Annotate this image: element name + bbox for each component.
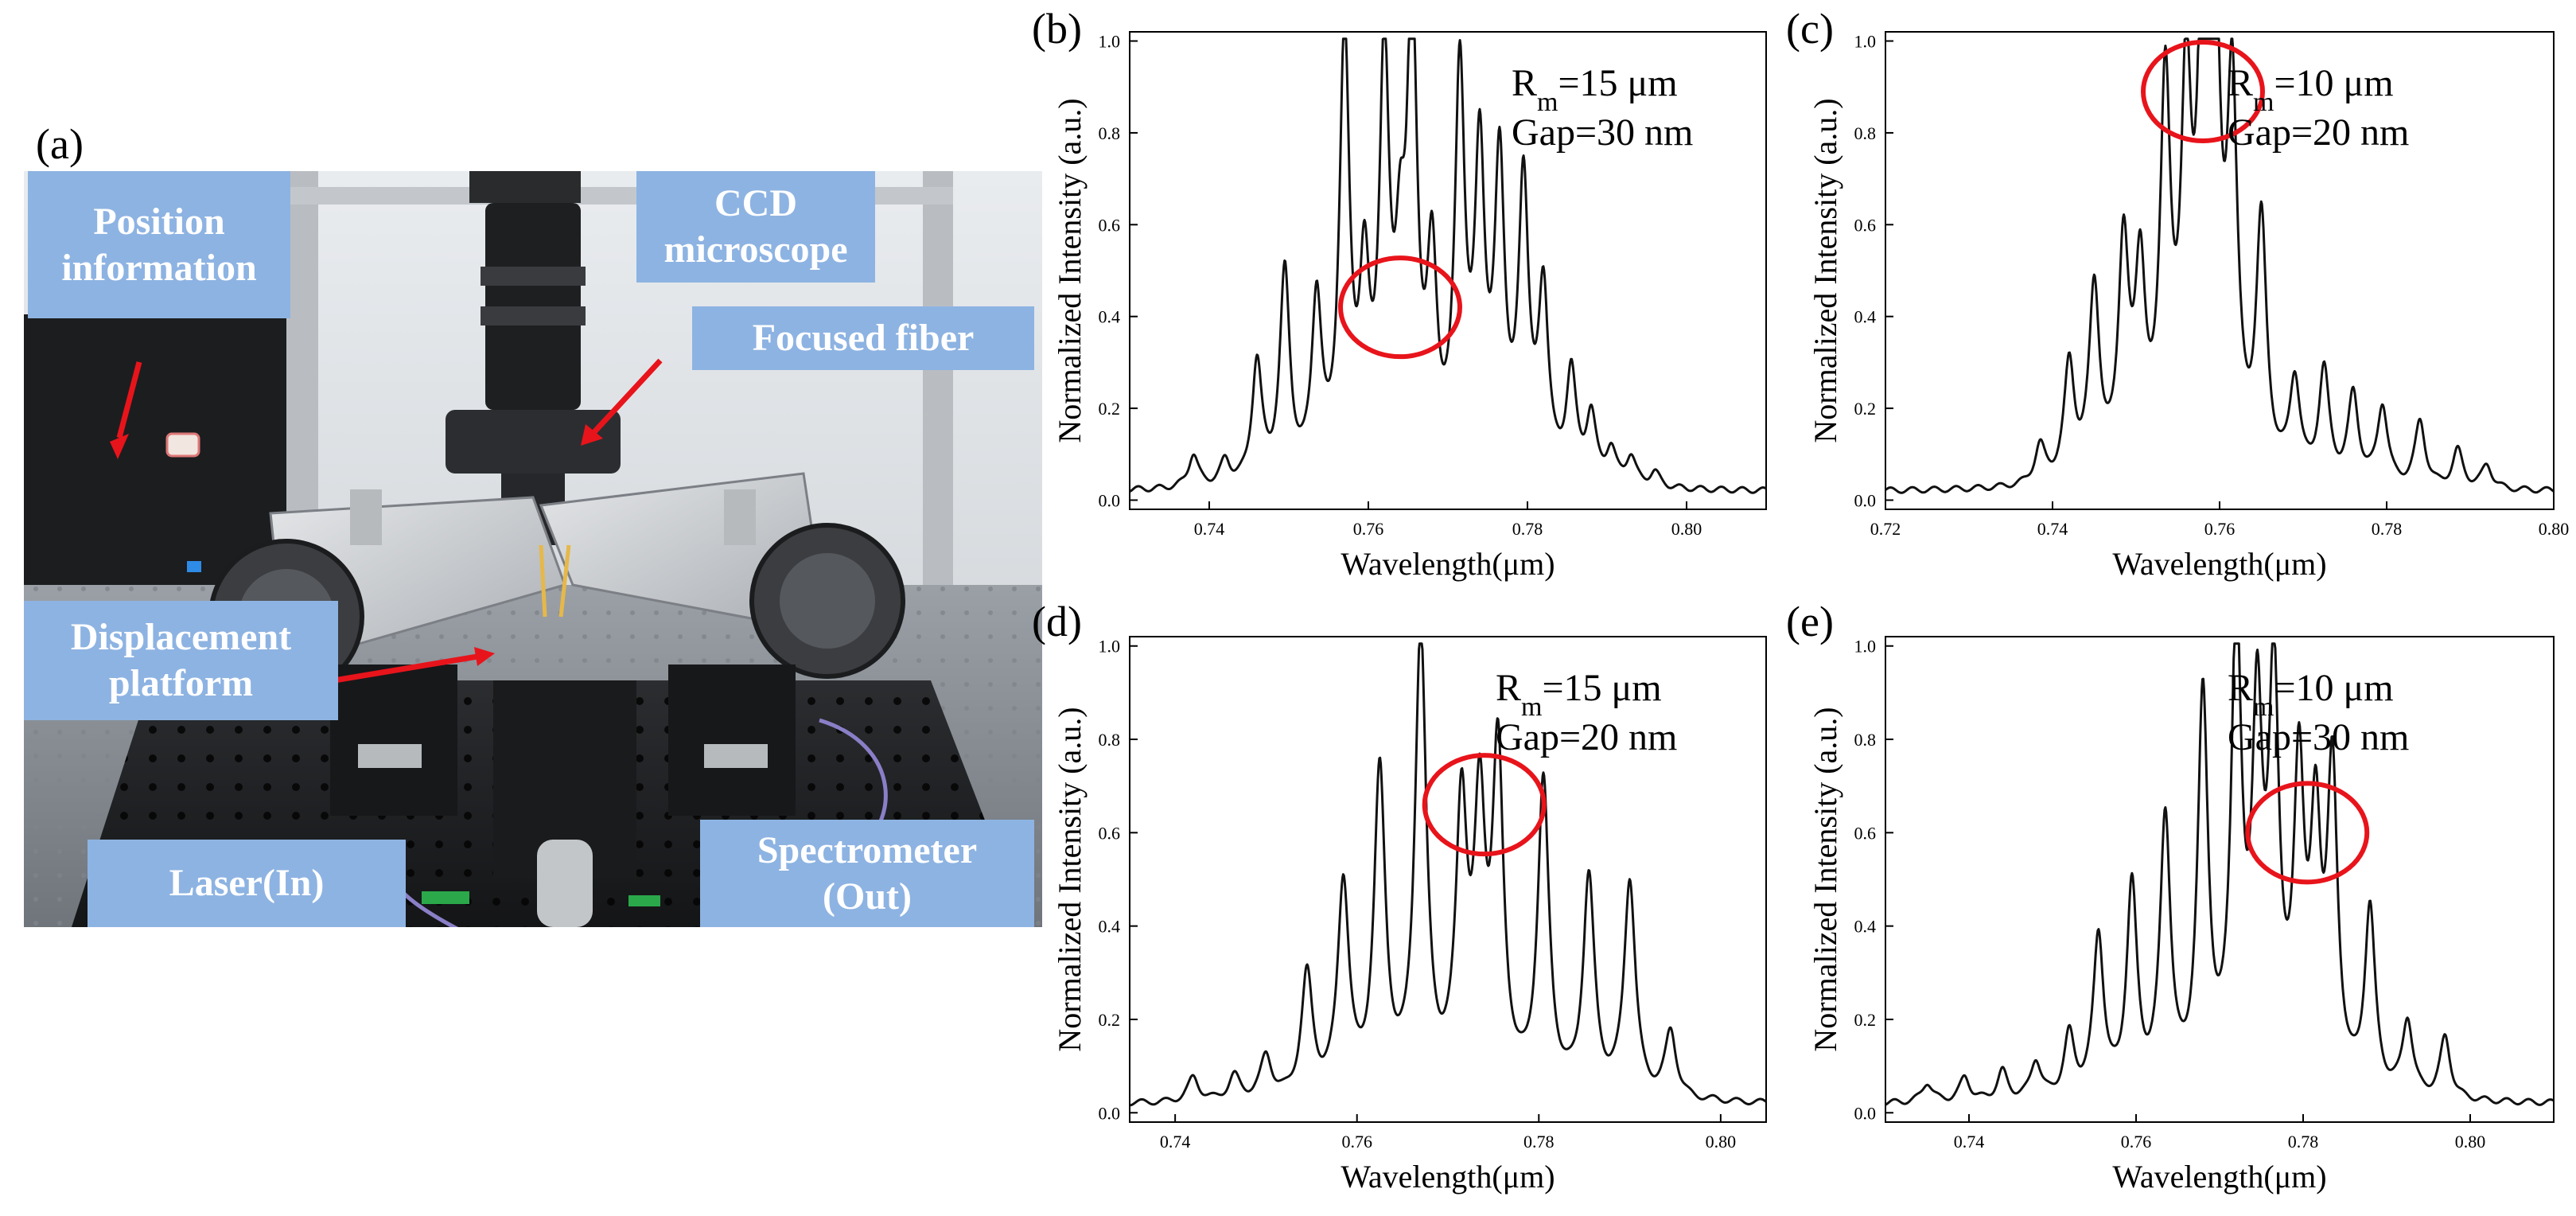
highlight-circle xyxy=(1422,753,1547,857)
y-tick-label: 0.6 xyxy=(1099,823,1121,843)
x-tick-label: 0.74 xyxy=(1954,1132,1985,1152)
x-tick-label: 0.78 xyxy=(2288,1132,2319,1152)
y-axis-label: Normalized Intensity (a.u.) xyxy=(1807,98,1843,442)
y-tick-label: 0.4 xyxy=(1854,307,1877,327)
y-tick-label: 0.4 xyxy=(1099,917,1121,937)
y-tick-label: 0.8 xyxy=(1099,123,1121,143)
y-tick-label: 0.2 xyxy=(1854,399,1877,419)
y-tick-label: 0.2 xyxy=(1099,1010,1121,1030)
y-tick-label: 1.0 xyxy=(1099,32,1121,52)
callout-laser-in: Laser(In) xyxy=(88,840,406,927)
callout-spectrometer-out: Spectrometer (Out) xyxy=(700,820,1034,927)
ring-radius-label: Rm=15 μm xyxy=(1512,62,1678,117)
x-axis-label: Wavelength(μm) xyxy=(2112,1159,2326,1195)
chart-c-svg: 0.0 0.2 0.4 0.6 0.8 1.0 0.72 0.74 0.76 0.78 0.80 Wa… xyxy=(1807,31,2570,582)
x-tick-label: 0.80 xyxy=(2539,519,2570,539)
pointer-arrows xyxy=(110,358,663,684)
x-axis-label: Wavelength(μm) xyxy=(1341,1159,1555,1195)
callout-displacement-platform: Displacement platform xyxy=(24,601,338,720)
callout-focused-fiber: Focused fiber xyxy=(692,306,1034,370)
gap-label: Gap=20 nm xyxy=(2228,111,2409,154)
plot-frame xyxy=(1129,31,1767,510)
y-axis-label: Normalized Intensity (a.u.) xyxy=(1052,707,1088,1051)
chart-e-svg: 0.0 0.2 0.4 0.6 0.8 1.0 0.74 0.76 0.78 0.80 Wavele… xyxy=(1807,636,2555,1195)
highlight-circle xyxy=(1338,255,1462,360)
gap-label: Gap=30 nm xyxy=(1512,111,1693,154)
chart-b: 0.0 0.2 0.4 0.6 0.8 1.0 0.74 0.76 0.78 0.80 Wavele… xyxy=(1034,0,1782,605)
x-tick-label: 0.78 xyxy=(1523,1132,1555,1152)
x-tick-label: 0.74 xyxy=(1194,519,1225,539)
x-tick-label: 0.76 xyxy=(2121,1132,2152,1152)
x-tick-label: 0.78 xyxy=(1512,519,1543,539)
spectrum-line xyxy=(1885,642,2555,1106)
spectrum-line xyxy=(1129,642,1767,1107)
plot-frame xyxy=(1885,636,2555,1123)
y-tick-label: 1.0 xyxy=(1099,637,1121,657)
y-axis-label: Normalized Intensity (a.u.) xyxy=(1807,707,1843,1051)
gap-label: Gap=30 nm xyxy=(2228,716,2409,758)
chart-b-svg: 0.0 0.2 0.4 0.6 0.8 1.0 0.74 0.76 0.78 0.80 Wavele… xyxy=(1052,31,1767,582)
y-axis-label: Normalized Intensity (a.u.) xyxy=(1052,98,1088,442)
y-tick-label: 0.0 xyxy=(1854,490,1877,510)
x-tick-label: 0.78 xyxy=(2372,519,2403,539)
ring-radius-label: Rm=15 μm xyxy=(1496,667,1662,722)
ring-radius-label: Rm=10 μm xyxy=(2228,62,2394,117)
spectrum-line xyxy=(1129,37,1767,494)
panel-c-letter: (c) xyxy=(1786,5,1834,53)
y-tick-label: 0.4 xyxy=(1854,917,1877,937)
x-tick-label: 0.80 xyxy=(1671,519,1702,539)
y-tick-label: 1.0 xyxy=(1854,637,1877,657)
x-tick-label: 0.74 xyxy=(2037,519,2068,539)
x-tick-label: 0.76 xyxy=(1341,1132,1372,1152)
panel-d-letter: (d) xyxy=(1032,598,1082,645)
x-tick-label: 0.80 xyxy=(1706,1132,1737,1152)
x-tick-label: 0.72 xyxy=(1870,519,1901,539)
y-tick-label: 1.0 xyxy=(1854,32,1877,52)
y-tick-label: 0.6 xyxy=(1854,215,1877,235)
highlight-circle xyxy=(2141,40,2265,143)
panel-b-letter: (b) xyxy=(1032,5,1082,53)
panel-e-letter: (e) xyxy=(1786,598,1834,645)
x-tick-label: 0.80 xyxy=(2455,1132,2486,1152)
ring-radius-label: Rm=10 μm xyxy=(2228,667,2394,722)
y-tick-label: 0.8 xyxy=(1099,730,1121,750)
spectrum-line xyxy=(1885,37,2555,494)
y-tick-label: 0.8 xyxy=(1854,730,1877,750)
highlight-circle xyxy=(2245,781,2370,885)
y-tick-label: 0.0 xyxy=(1854,1103,1877,1123)
callout-position-information: Position information xyxy=(28,171,290,318)
callout-ccd-microscope: CCD microscope xyxy=(636,171,875,283)
y-tick-label: 0.6 xyxy=(1099,215,1121,235)
plot-frame xyxy=(1129,636,1767,1123)
y-tick-label: 0.6 xyxy=(1854,823,1877,843)
chart-c: 0.0 0.2 0.4 0.6 0.8 1.0 0.72 0.74 0.76 0.78 0.80 Wa… xyxy=(1782,0,2576,605)
y-tick-label: 0.8 xyxy=(1854,123,1877,143)
setup-photo: Position information CCD microscope Focu… xyxy=(24,171,1042,927)
chart-d: 0.0 0.2 0.4 0.6 0.8 1.0 0.74 0.76 0.78 0.80 Wavele… xyxy=(1034,605,1782,1216)
x-tick-label: 0.76 xyxy=(1353,519,1384,539)
gap-label: Gap=20 nm xyxy=(1496,716,1677,758)
chart-e: 0.0 0.2 0.4 0.6 0.8 1.0 0.74 0.76 0.78 0.80 Wavele… xyxy=(1782,605,2576,1216)
y-tick-label: 0.0 xyxy=(1099,1103,1121,1123)
panel-a-letter: (a) xyxy=(36,120,84,168)
y-tick-label: 0.2 xyxy=(1099,399,1121,419)
y-tick-label: 0.4 xyxy=(1099,307,1121,327)
chart-d-svg: 0.0 0.2 0.4 0.6 0.8 1.0 0.74 0.76 0.78 0.80 Wavele… xyxy=(1052,636,1767,1195)
x-axis-label: Wavelength(μm) xyxy=(1341,546,1555,582)
y-tick-label: 0.0 xyxy=(1099,490,1121,510)
y-tick-label: 0.2 xyxy=(1854,1010,1877,1030)
x-tick-label: 0.74 xyxy=(1160,1132,1191,1152)
x-axis-label: Wavelength(μm) xyxy=(2112,546,2326,582)
x-tick-label: 0.76 xyxy=(2204,519,2236,539)
